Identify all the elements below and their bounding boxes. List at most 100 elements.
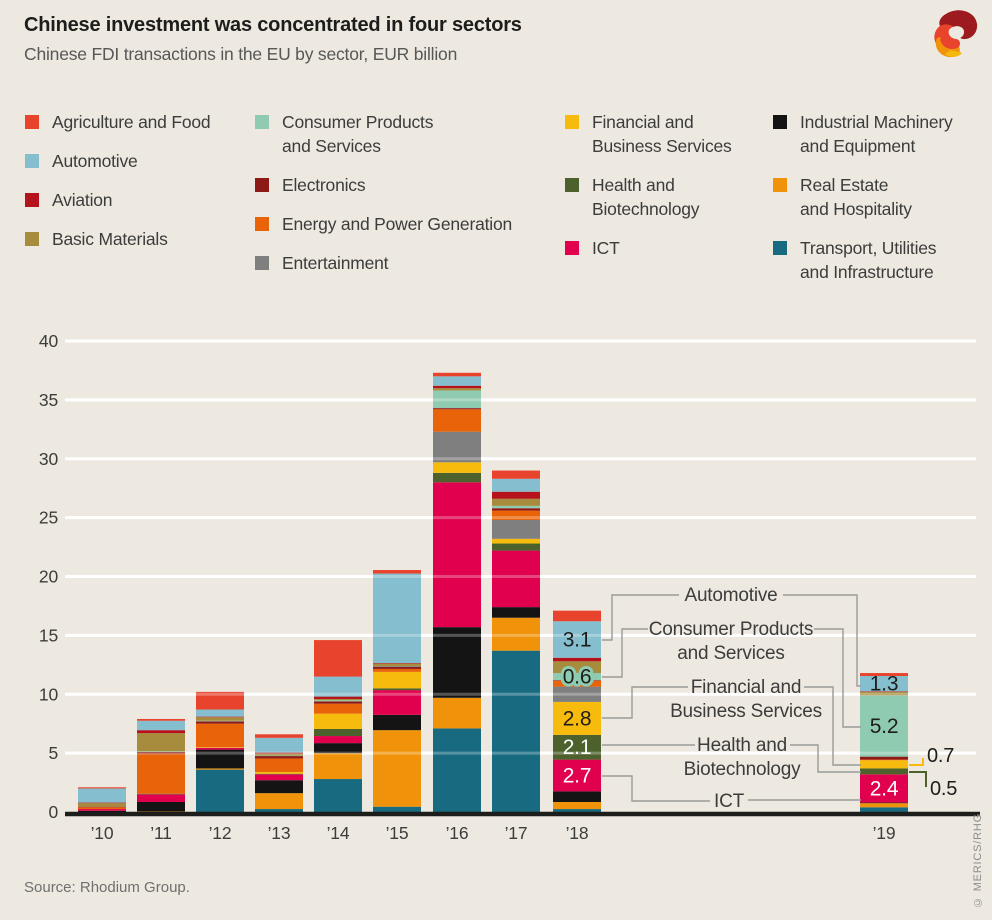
page-title: Chinese investment was concentrated in f… [24,14,522,36]
watermark-text: © MERICS/RHG [972,813,984,908]
legend-column: Consumer Products and Services Electronics… [255,110,512,290]
y-tick-label: 30 [39,449,59,469]
legend-label: Industrial Machinery and Equipment [800,112,953,156]
bar-segment-consumer-14 [314,700,362,702]
bar-segment-consumer-19 [860,695,908,757]
bar-segment-financial-15 [373,671,421,689]
bar-segment-consumer-12 [196,720,244,722]
bar-segment-transport-12 [196,769,244,812]
outside-label-connector-financial [909,758,924,766]
bar-segment-transport-18 [553,809,601,812]
x-tick-label: ’12 [209,823,232,843]
callout-connector-health [790,744,861,773]
bar-segment-aviation-16 [433,385,481,389]
x-tick-label: ’11 [150,823,171,843]
bar-segment-financial-18 [553,701,601,735]
value-label-ict: 2.4 [870,777,899,800]
legend-label: Energy and Power Generation [282,214,513,234]
bar-segment-electronics-19 [860,756,908,760]
legend-label: Health and Biotechnology [592,175,700,219]
legend-item-aviation: Aviation [25,188,210,212]
bar-segment-entertainment-17 [492,519,540,539]
bar-segment-consumer-18 [553,673,601,681]
x-tick-label: ’18 [566,823,589,843]
callout-label-health: Biotechnology [684,759,801,780]
bar-segment-industrial-19 [860,802,908,804]
callout-connector-financial [804,686,861,766]
bar-segment-basic-14 [314,698,362,701]
bar-segment-agriculture-14 [314,640,362,677]
bar-segment-aviation-15 [373,663,421,664]
x-tick-label: ’15 [386,823,409,843]
bar-segment-electronics-15 [373,666,421,669]
value-label-automotive: 3.1 [563,628,592,651]
bar-segment-health-15 [373,688,421,691]
bar-segment-aviation-18 [553,657,601,662]
legend-label: Financial and Business Services [592,112,732,156]
value-label-consumer: 0.6 [563,666,592,689]
x-tick-label: ’16 [446,823,469,843]
bar-segment-industrial-12 [196,749,244,769]
y-tick-label: 10 [39,684,59,704]
bar-segment-consumer-15 [373,665,421,667]
bar-segment-automotive-15 [373,573,421,664]
legend-label: Automotive [52,151,138,171]
bar-segment-health-13 [255,773,303,775]
bar-segment-financial-13 [255,771,303,774]
bar-segment-health-11 [137,793,185,795]
legend: Agriculture and Food Automotive Aviation Ba… [0,110,992,295]
legend-item-energy: Energy and Power Generation [255,212,512,236]
callout-connector-automotive [783,594,861,687]
bar-segment-energy-19 [860,759,908,761]
legend-item-automotive: Automotive [25,149,210,173]
legend-column: Financial and Business Services Health and… [565,110,732,275]
value-label-automotive: 1.3 [870,673,899,696]
bar-segment-automotive-11 [137,720,185,731]
bar-segment-agriculture-11 [137,718,185,721]
callout-connector-ict [602,775,710,802]
y-tick-label: 0 [48,802,58,822]
bar-segment-ict-14 [314,736,362,744]
bar-segment-energy-12 [196,723,244,748]
bar-segment-electronics-17 [492,508,540,511]
bar-segment-real_estate-16 [433,697,481,729]
legend-swatch-health [565,178,579,192]
legend-item-agriculture: Agriculture and Food [25,110,211,134]
bar-segment-industrial-18 [553,791,601,802]
x-tick-label: ’13 [268,823,291,843]
bar-segment-energy-16 [433,409,481,432]
bar-segment-electronics-10 [78,806,126,808]
bar-segment-consumer-17 [492,505,540,509]
legend-item-transport: Transport, Utilities and Infrastructure [773,236,953,284]
bar-segment-aviation-10 [78,802,126,804]
legend-column: Industrial Machinery and Equipment Real Es… [773,110,953,299]
bar-segment-transport-17 [492,650,540,812]
bar-segment-automotive-13 [255,737,303,753]
bar-segment-basic-19 [860,691,908,696]
bar-segment-ict-12 [196,747,244,750]
legend-item-financial: Financial and Business Services [565,110,732,158]
legend-swatch-electronics [255,178,269,192]
y-tick-label: 40 [39,331,59,351]
bar-segment-basic-18 [553,661,601,674]
legend-label: ICT [592,238,620,258]
legend-swatch-consumer [255,115,269,129]
bar-segment-energy-14 [314,703,362,714]
legend-swatch-aviation [25,193,39,207]
bar-segment-transport-13 [255,809,303,812]
callout-label-health: Health and [697,735,787,756]
bar-segment-ict-19 [860,774,908,803]
value-label-health: 2.1 [563,736,592,759]
y-tick-label: 20 [39,567,59,587]
bar-segment-electronics-11 [137,751,185,754]
bar-segment-industrial-11 [137,801,185,812]
bar-segment-energy-10 [78,807,126,810]
bar-segment-consumer-16 [433,390,481,409]
bar-segment-industrial-17 [492,607,540,618]
bar-segment-automotive-18 [553,621,601,658]
bar-segment-aviation-13 [255,752,303,754]
legend-swatch-financial [565,115,579,129]
x-tick-label: ’10 [91,823,114,843]
bar-segment-health-19 [860,768,908,775]
bar-segment-agriculture-15 [373,570,421,574]
